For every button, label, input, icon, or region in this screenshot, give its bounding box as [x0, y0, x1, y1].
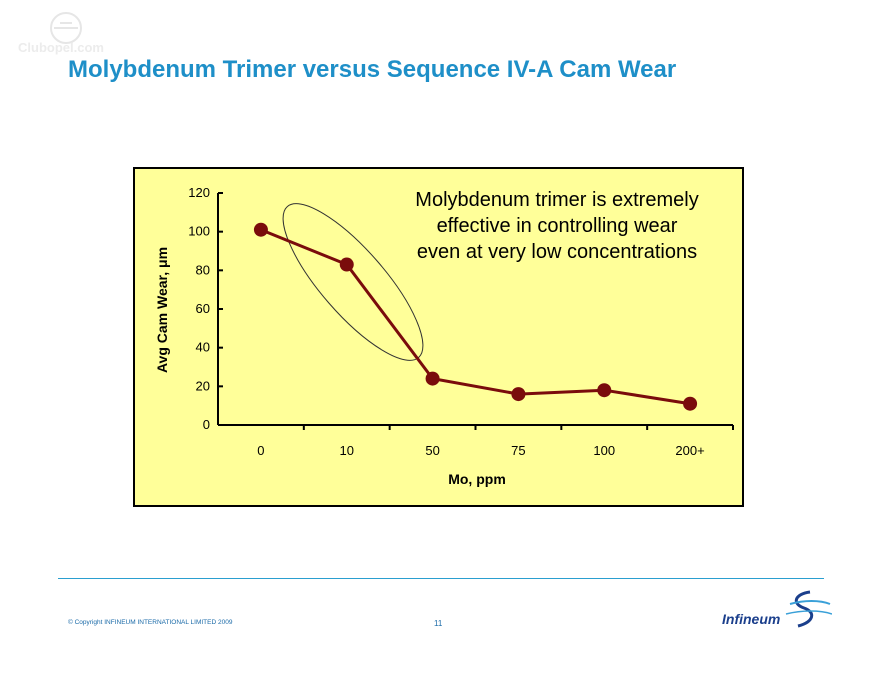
x-tick-label: 10 [340, 443, 354, 458]
y-tick-label: 60 [196, 301, 210, 316]
chart-container: 0 20 40 60 80 100 120 0 10 50 75 100 200+ Molybdenum… [133, 167, 744, 507]
data-point [511, 387, 526, 402]
copyright-text: © Copyright INFINEUM INTERNATIONAL LIMIT… [68, 619, 233, 626]
data-point [253, 222, 268, 237]
y-tick-label: 80 [196, 262, 210, 277]
y-axis-title: Avg Cam Wear, μm [154, 247, 170, 373]
data-point [683, 396, 698, 411]
highlight-ellipse [282, 203, 424, 361]
cam-wear-chart: 0 20 40 60 80 100 120 0 10 50 75 100 200+ Molybdenum… [133, 167, 744, 507]
annotation-line-1: Molybdenum trimer is extremely [415, 189, 698, 211]
x-tick-label: 75 [511, 443, 525, 458]
page-number: 11 [434, 619, 443, 628]
x-tick-label: 100 [593, 443, 615, 458]
y-tick-label: 120 [188, 185, 210, 200]
x-tick-label: 50 [425, 443, 439, 458]
data-point [597, 383, 612, 398]
infineum-logo: Infineum [722, 588, 832, 634]
watermark-text: Clubopel.com [18, 40, 104, 55]
y-tick-label: 20 [196, 378, 210, 393]
y-tick-label: 40 [196, 340, 210, 355]
watermark-logo: Clubopel.com [18, 12, 104, 55]
data-point [425, 371, 440, 386]
logo-swoosh-icon [785, 590, 832, 628]
y-tick-label: 100 [188, 224, 210, 239]
x-tick-label: 200+ [675, 443, 704, 458]
footer-divider [58, 578, 824, 579]
x-axis-title: Mo, ppm [448, 471, 506, 487]
logo-text: Infineum [722, 611, 781, 627]
series-line [260, 228, 691, 406]
annotation-line-3: even at very low concentrations [417, 241, 697, 263]
x-tick-label: 0 [257, 443, 264, 458]
data-point [339, 257, 354, 272]
annotation-line-2: effective in controlling wear [437, 215, 678, 237]
plot-background [133, 167, 744, 507]
y-tick-label: 0 [203, 417, 210, 432]
slide-title: Molybdenum Trimer versus Sequence IV-A C… [68, 56, 677, 83]
